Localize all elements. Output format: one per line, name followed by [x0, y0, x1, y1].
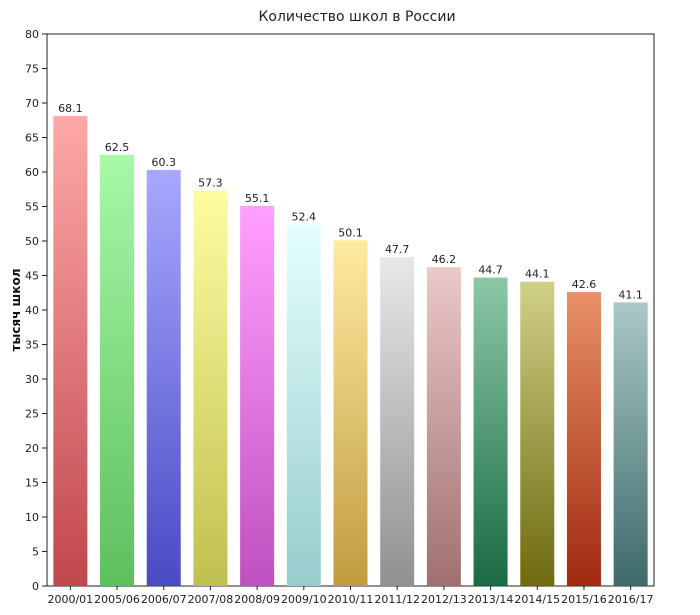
bar-2008/09: [240, 205, 275, 586]
y-tick-label: 25: [25, 408, 39, 421]
bar-2006/07: [146, 169, 181, 586]
x-tick-label: 2011/12: [374, 593, 420, 606]
bar-2012/13: [426, 267, 461, 586]
bar-2016/17: [613, 302, 648, 586]
chart-title: Количество школ в России: [258, 9, 455, 25]
x-tick-label: 2009/10: [281, 593, 327, 606]
x-axis: 2000/01 2005/06 2006/07 2007/08 2008/09 2009/…: [47, 586, 654, 606]
y-tick-label: 50: [25, 235, 39, 248]
bar-2014/15: [520, 281, 555, 586]
data-label: 50.1: [338, 226, 363, 239]
data-label: 55.1: [245, 192, 270, 205]
bar-2007/08: [193, 190, 228, 586]
y-tick-label: 20: [25, 442, 39, 455]
x-tick-label: 2007/08: [188, 593, 234, 606]
x-tick-label: 2015/16: [561, 593, 607, 606]
data-label: 44.1: [525, 268, 550, 281]
y-axis-label: тысяч школ: [9, 269, 23, 352]
y-tick-label: 40: [25, 304, 39, 317]
x-tick-label: 2010/11: [328, 593, 374, 606]
data-label: 57.3: [198, 177, 223, 190]
y-tick-label: 30: [25, 373, 39, 386]
data-label: 41.1: [618, 288, 643, 301]
data-label: 46.2: [432, 253, 457, 266]
x-tick-label: 2006/07: [141, 593, 187, 606]
y-tick-label: 60: [25, 166, 39, 179]
bar-2011/12: [380, 256, 415, 586]
y-tick-label: 45: [25, 270, 39, 283]
x-tick-label: 2000/01: [47, 593, 93, 606]
data-label: 47.7: [385, 243, 410, 256]
y-tick-label: 35: [25, 339, 39, 352]
data-labels: 68.1 62.5 60.3 57.3 55.1 52.4 50.1 47.7 46.2 44.7…: [58, 102, 643, 301]
x-tick-label: 2008/09: [234, 593, 280, 606]
data-label: 44.7: [478, 264, 503, 277]
y-tick-label: 75: [25, 63, 39, 76]
y-tick-label: 5: [32, 546, 39, 559]
data-label: 68.1: [58, 102, 83, 115]
data-label: 62.5: [105, 141, 130, 154]
y-tick-label: 55: [25, 201, 39, 214]
bar-2013/14: [473, 277, 508, 586]
y-tick-label: 80: [25, 28, 39, 41]
bar-2009/10: [286, 224, 321, 586]
y-tick-label: 10: [25, 511, 39, 524]
bars: [53, 116, 648, 587]
y-axis: 0 5 10 15 20 25 30 35 40 45 50 55 60 65 70 75 80: [25, 28, 47, 593]
data-label: 42.6: [572, 278, 597, 291]
x-tick-label: 2014/15: [514, 593, 560, 606]
bar-2015/16: [566, 292, 601, 586]
x-tick-label: 2013/14: [468, 593, 514, 606]
bar-2010/11: [333, 240, 368, 586]
data-label: 52.4: [292, 210, 317, 223]
y-tick-label: 65: [25, 132, 39, 145]
y-tick-label: 15: [25, 477, 39, 490]
y-tick-label: 70: [25, 97, 39, 110]
y-tick-label: 0: [32, 580, 39, 593]
x-tick-label: 2012/13: [421, 593, 467, 606]
bar-2000/01: [53, 116, 88, 587]
x-tick-label: 2005/06: [94, 593, 140, 606]
data-label: 60.3: [151, 156, 176, 169]
x-tick-label: 2016/17: [608, 593, 654, 606]
bar-2005/06: [100, 154, 135, 586]
